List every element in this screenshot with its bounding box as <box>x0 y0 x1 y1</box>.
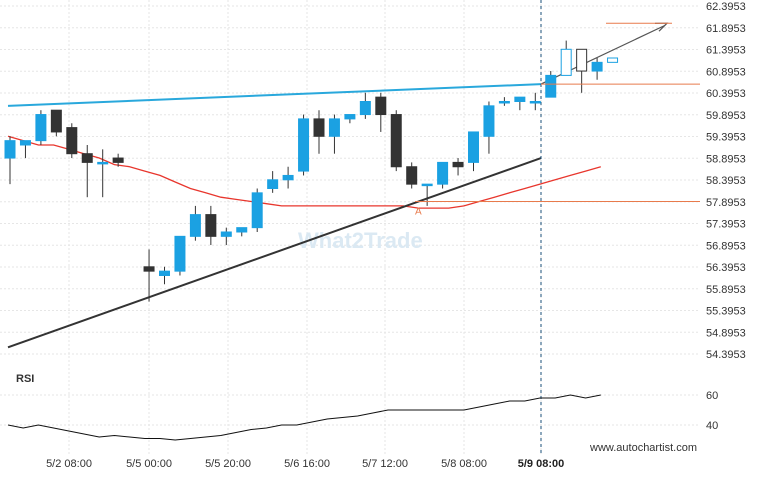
candle-body <box>498 100 510 104</box>
rsi-tick-label: 40 <box>706 420 718 432</box>
candle-body <box>220 231 232 237</box>
candle-body <box>421 183 433 187</box>
watermark: What2Trade <box>298 228 423 253</box>
candle-body <box>4 140 16 159</box>
candle-body <box>452 161 464 168</box>
candle-body <box>468 131 479 163</box>
candle-body <box>328 118 340 137</box>
candle-body <box>189 214 201 237</box>
candle-body <box>112 157 124 163</box>
candle-body <box>174 235 186 272</box>
price-tick-label: 56.3953 <box>706 262 746 274</box>
price-tick-label: 55.3953 <box>706 306 746 318</box>
candle-body <box>205 214 217 237</box>
candle-body <box>81 153 93 163</box>
time-tick-label: 5/5 20:00 <box>205 458 251 470</box>
price-axis: 62.3953 61.8953 61.3953 60.8953 60.3953 59.89… <box>706 1 746 432</box>
candle-body <box>50 109 62 133</box>
price-tick-label: 58.3953 <box>706 175 746 187</box>
candle-body <box>298 118 310 172</box>
candle-body <box>390 114 402 168</box>
price-tick-label: 58.8953 <box>706 153 746 165</box>
candle-body <box>143 266 155 272</box>
rsi-tick-label: 60 <box>706 390 718 402</box>
price-tick-label: 56.8953 <box>706 240 746 252</box>
candle-body <box>406 166 418 185</box>
candle-body <box>545 74 557 98</box>
candle-body <box>97 161 109 165</box>
candle-body <box>576 48 588 72</box>
candle-body <box>514 96 526 102</box>
support-trendline <box>7 157 542 349</box>
moving-average <box>7 135 601 209</box>
footer-url[interactable]: www.autochartist.com <box>589 442 697 454</box>
candle-body <box>607 57 619 63</box>
time-tick-label: 5/6 16:00 <box>284 458 330 470</box>
candle-body <box>437 161 449 185</box>
candle-body <box>282 174 294 181</box>
candle-body <box>66 127 78 155</box>
price-tick-label: 61.3953 <box>706 45 746 57</box>
price-tick-label: 57.3953 <box>706 219 746 231</box>
time-tick-label: 5/9 08:00 <box>518 458 564 470</box>
candle-body <box>313 118 325 137</box>
price-tick-label: 61.8953 <box>706 23 746 35</box>
time-tick-label: 5/2 08:00 <box>46 458 92 470</box>
candle-body <box>359 100 371 116</box>
candle-body <box>19 140 31 146</box>
rsi-line <box>7 394 601 441</box>
levels: A <box>415 22 700 218</box>
time-tick-label: 5/8 08:00 <box>441 458 487 470</box>
candle-body <box>560 48 572 76</box>
trend-lines <box>7 0 669 455</box>
rsi-label: RSI <box>16 373 34 385</box>
ma-line <box>7 135 601 209</box>
price-tick-label: 62.3953 <box>706 1 746 13</box>
candle-body <box>267 179 279 189</box>
candle-body <box>591 61 603 72</box>
price-tick-label: 59.3953 <box>706 132 746 144</box>
price-tick-label: 55.8953 <box>706 284 746 296</box>
candle-body <box>159 270 170 276</box>
time-tick-label: 5/5 00:00 <box>126 458 172 470</box>
price-tick-label: 59.8953 <box>706 110 746 122</box>
candle-body <box>483 105 495 137</box>
time-tick-label: 5/7 12:00 <box>362 458 408 470</box>
price-tick-label: 60.3953 <box>706 88 746 100</box>
candle-body <box>236 227 248 233</box>
grid <box>0 0 700 455</box>
price-tick-label: 60.8953 <box>706 66 746 78</box>
price-tick-label: 54.8953 <box>706 327 746 339</box>
price-tick-label: 57.8953 <box>706 197 746 209</box>
candle-body <box>35 114 47 142</box>
pattern-point-label: A <box>415 207 422 218</box>
candle-body <box>344 114 356 120</box>
candle-body <box>529 100 541 104</box>
candle-body <box>375 96 387 116</box>
price-tick-label: 54.3953 <box>706 349 746 361</box>
forecast-arrow <box>540 24 666 85</box>
candles <box>4 40 619 302</box>
rsi-panel: RSI <box>7 373 601 441</box>
time-axis: 5/2 08:00 5/5 00:00 5/5 20:00 5/6 16:00 5/7 … <box>46 458 564 470</box>
resistance-trendline <box>7 83 542 107</box>
candle-body <box>251 192 263 229</box>
